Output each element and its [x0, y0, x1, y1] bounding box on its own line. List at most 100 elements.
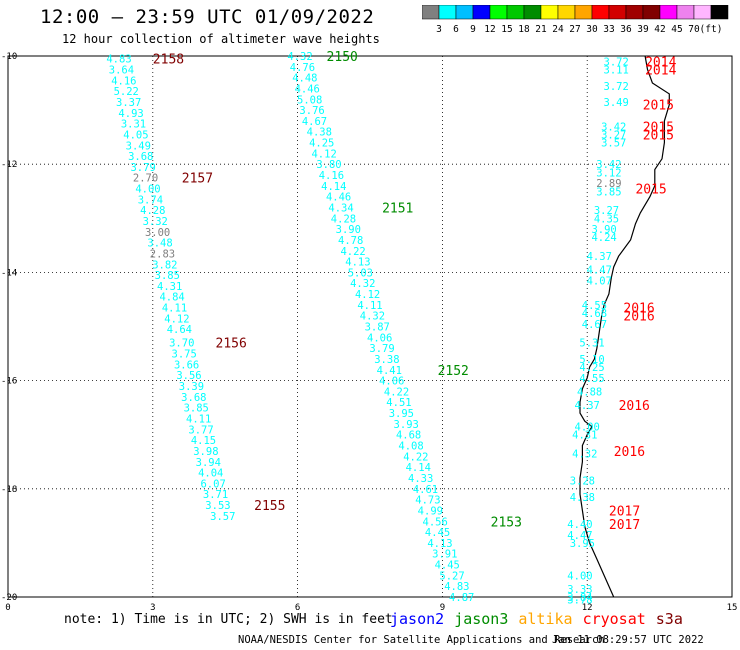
satellite-legend: jason2 jason3 altika cryosat s3a [390, 610, 693, 628]
track-2016: 2016 [623, 310, 654, 325]
wave-height-label: 4.11 [357, 300, 382, 312]
pass-number-label: 2015 [643, 99, 674, 114]
wave-height-label: 3.74 [138, 194, 163, 206]
wave-height-label: 4.37 [587, 251, 612, 263]
wave-height-label: 4.25 [309, 138, 334, 150]
legend-item-cryosat: cryosat [582, 610, 646, 628]
pass-number-label: 2016 [623, 310, 654, 325]
chart-title: 12:00 – 23:59 UTC 01/09/2022 [40, 6, 375, 28]
wave-height-label: 4.46 [295, 83, 320, 95]
colorbar-label: 15 [501, 24, 512, 35]
x-tick-label: 0 [5, 603, 10, 610]
wave-height-label: 4.73 [415, 495, 440, 507]
wave-height-label: 3.95 [389, 408, 414, 420]
wave-height-label: 4.28 [331, 213, 356, 225]
wave-height-label: 4.15 [191, 435, 216, 447]
wave-height-label: 4.05 [123, 129, 148, 141]
colorbar-label: 21 [535, 24, 547, 35]
wave-height-label: 3.68 [181, 392, 206, 404]
track-2015: 2015 [643, 120, 674, 135]
wave-height-label: 4.78 [338, 235, 363, 247]
colorbar: 3 6 9 12 15 18 21 24 27 30 33 36 39 42 45 70 (ft) [422, 5, 729, 35]
wave-height-label: 3.49 [126, 140, 151, 152]
wave-height-label: 2.83 [150, 248, 175, 260]
legend-item-jason3: jason3 [454, 610, 509, 628]
wave-height-label: 4.31 [157, 281, 182, 293]
colorbar-label: 18 [518, 24, 530, 35]
track-2014: 3.723.113.723.493.423.273.573.423.122.89… [567, 55, 676, 606]
wave-height-label: 4.00 [567, 570, 592, 582]
wave-height-label: 3.27 [601, 129, 626, 141]
wave-height-label: 5.03 [348, 267, 373, 279]
wave-height-label: 3.85 [155, 270, 180, 282]
track-2015: 2015 [635, 183, 666, 198]
wave-height-label: 3.77 [188, 424, 213, 436]
pass-number-label: 2151 [382, 201, 413, 216]
wave-height-label: 3.31 [121, 119, 146, 131]
track-2157: 2157 [182, 172, 213, 187]
wave-height-label: 3.68 [128, 151, 153, 163]
wave-height-label: 4.12 [311, 148, 336, 160]
wave-height-label: 3.48 [147, 238, 172, 250]
wave-height-label: 4.00 [575, 422, 600, 434]
wave-height-label: 3.64 [109, 65, 134, 77]
wave-height-label: 3.98 [193, 446, 218, 458]
colorbar-swatch [710, 5, 729, 20]
track-2016: 2016 [623, 302, 654, 317]
wave-height-label: 4.14 [406, 462, 431, 474]
wave-height-label: 4.34 [328, 202, 353, 214]
wave-height-label: 4.55 [582, 300, 607, 312]
wave-height-label: 4.47 [567, 530, 592, 542]
wave-height-label: 3.85 [184, 403, 209, 415]
wave-height-label: 3.39 [179, 381, 204, 393]
pass-number-label: 2014 [645, 64, 676, 79]
wave-height-label: 4.00 [135, 184, 160, 196]
wave-height-label: 3.71 [203, 489, 228, 501]
wave-height-label: 3.75 [172, 349, 197, 361]
track-2014: 2014 [645, 64, 676, 79]
pass-number-label: 2016 [614, 445, 645, 460]
wave-height-label: 3.57 [210, 511, 235, 523]
wave-height-label: 4.22 [384, 386, 409, 398]
pass-number-label: 2157 [182, 172, 213, 187]
legend-item-s3a: s3a [655, 610, 683, 628]
wave-height-label: 4.67 [582, 319, 607, 331]
wave-height-label: 3.80 [316, 159, 341, 171]
wave-height-label: 3.90 [591, 224, 616, 236]
pass-number-label: 2150 [327, 50, 358, 65]
wave-height-label: 4.40 [567, 519, 592, 531]
wave-height-label: 4.32 [572, 449, 597, 461]
wave-height-label: 4.35 [594, 213, 619, 225]
pass-number-label: 2153 [491, 515, 522, 530]
footer-timestamp: Jan 11 08:29:57 UTC 2022 [552, 634, 704, 646]
wave-height-label: 4.68 [396, 430, 421, 442]
x-tick-label: 3 [150, 603, 155, 610]
wave-height-label: 4.12 [164, 313, 189, 325]
wave-height-label: 3.79 [130, 162, 155, 174]
wave-height-label: 3.95 [570, 538, 595, 550]
wave-height-label: 4.12 [355, 289, 380, 301]
track-2155: 2155 [254, 499, 285, 514]
wave-height-label: 4.61 [413, 484, 438, 496]
wave-height-label: 4.45 [435, 560, 460, 572]
pass-number-label: 2015 [643, 120, 674, 135]
wave-height-label: 4.41 [377, 365, 402, 377]
pass-number-label: 2155 [254, 499, 285, 514]
wave-height-label: 4.46 [326, 192, 351, 204]
wave-height-label: 3.57 [601, 138, 626, 150]
wave-height-label: 3.66 [174, 359, 199, 371]
wave-height-label: 4.13 [427, 538, 452, 550]
wave-height-label: 5.31 [579, 338, 604, 350]
wave-height-label: 4.32 [360, 311, 385, 323]
y-tick-label: -18 [1, 485, 17, 495]
wave-height-label: 4.16 [319, 170, 344, 182]
wave-height-label: 4.16 [111, 75, 136, 87]
wave-height-label: 4.22 [403, 451, 428, 463]
pass-number-label: 2016 [623, 302, 654, 317]
wave-height-label: 3.38 [374, 354, 399, 366]
wave-height-label: 4.25 [579, 362, 604, 374]
wave-height-label: 3.42 [596, 159, 621, 171]
colorbar-label: 24 [552, 24, 564, 35]
altimeter-plot: 0 3 6 9 12 15-10-12-14-16-18-204.833.644.165.… [1, 50, 737, 610]
legend-item-jason2: jason2 [390, 610, 445, 628]
